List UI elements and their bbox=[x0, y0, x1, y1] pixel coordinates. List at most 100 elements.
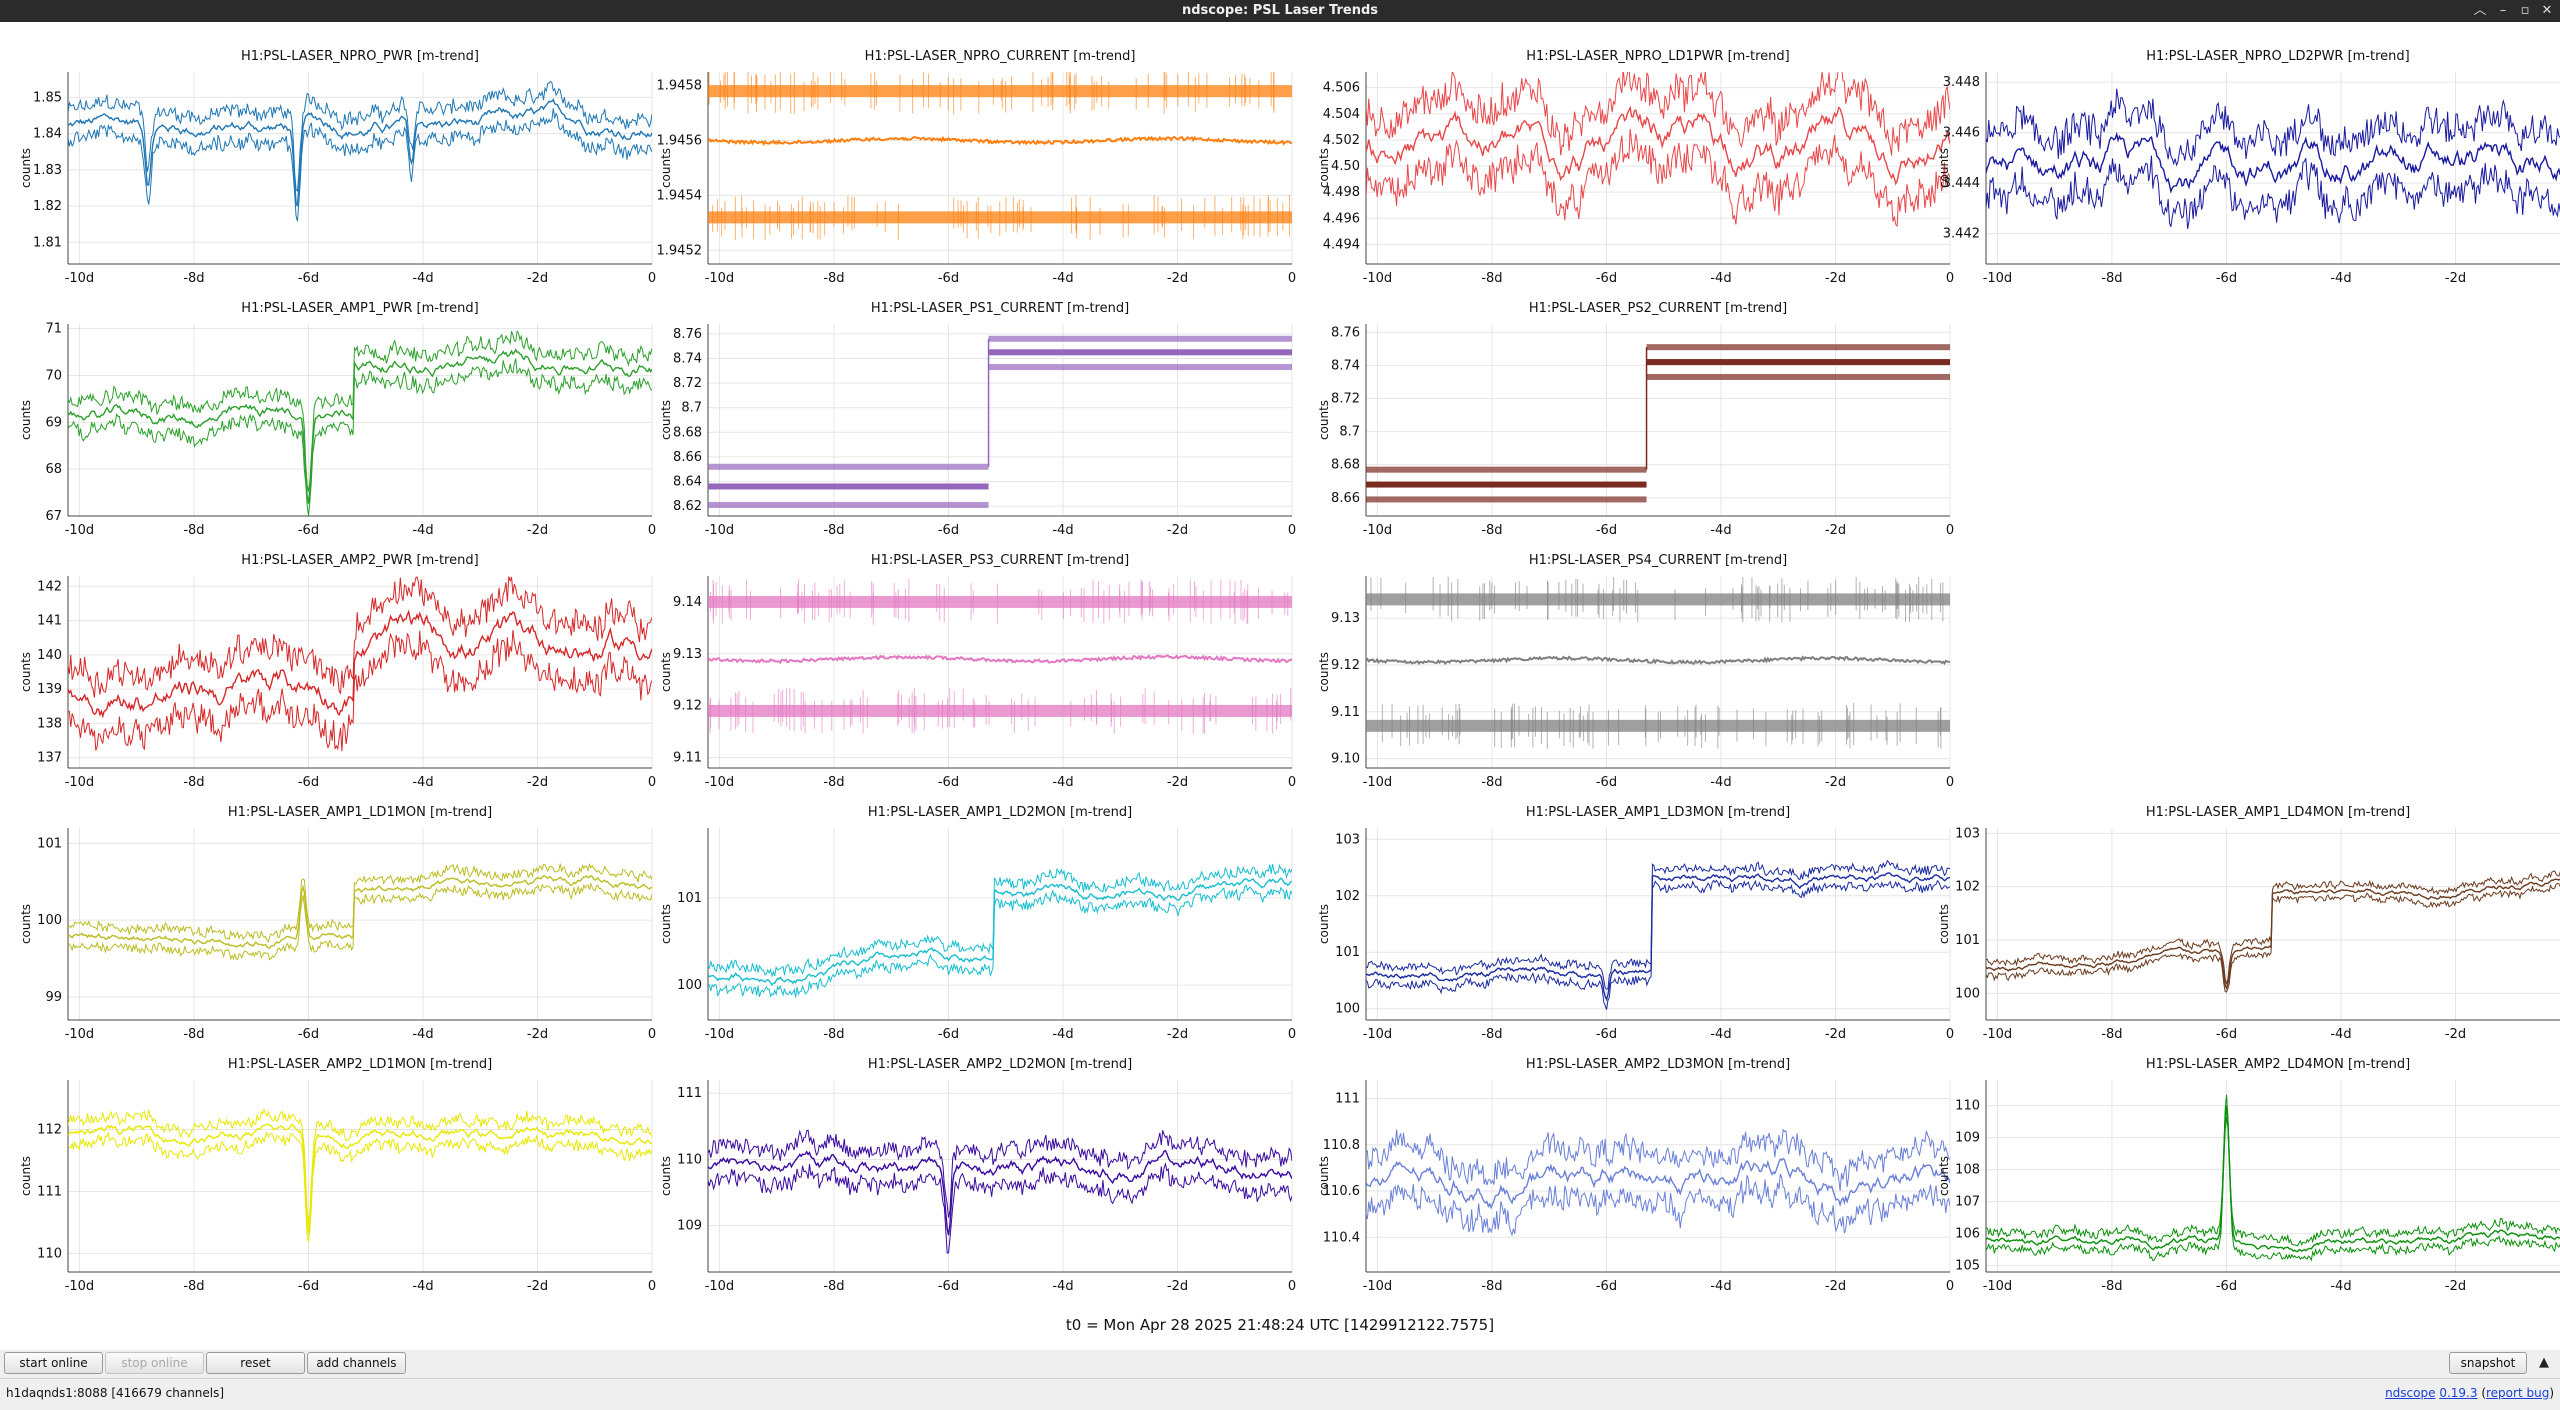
x-tick-label: -6d bbox=[938, 1027, 959, 1042]
y-tick-label: 112 bbox=[37, 1123, 62, 1138]
y-tick-label: 9.14 bbox=[673, 595, 702, 610]
plot-title: H1:PSL-LASER_NPRO_CURRENT [m-trend] bbox=[865, 49, 1136, 64]
y-tick-label: 3.446 bbox=[1943, 126, 1980, 141]
trend-plot-9[interactable]: H1:PSL-LASER_PS3_CURRENT [m-trend] -10d -8… bbox=[659, 553, 1296, 790]
plot-title: H1:PSL-LASER_AMP1_LD3MON [m-trend] bbox=[1526, 805, 1790, 820]
x-tick-label: -8d bbox=[823, 775, 844, 790]
plot-title: H1:PSL-LASER_PS3_CURRENT [m-trend] bbox=[871, 553, 1129, 568]
x-tick-label: -10d bbox=[1983, 271, 2013, 286]
x-tick-label: -2d bbox=[2445, 1027, 2466, 1042]
trend-plot-10[interactable]: H1:PSL-LASER_PS4_CURRENT [m-trend] -10d -8… bbox=[1317, 553, 1954, 790]
series-min bbox=[1366, 879, 1950, 1010]
y-axis-label: counts bbox=[19, 1156, 33, 1196]
y-tick-label: 8.7 bbox=[681, 401, 702, 416]
trend-plot-4[interactable]: H1:PSL-LASER_AMP1_PWR [m-trend] -10d -8d -6… bbox=[19, 301, 656, 538]
x-tick-label: -6d bbox=[938, 523, 959, 538]
reset-button[interactable]: reset bbox=[206, 1352, 305, 1374]
series-max bbox=[1986, 870, 2560, 985]
trend-plot-14[interactable]: H1:PSL-LASER_AMP1_LD3MON [m-trend] -10d -8… bbox=[1317, 805, 1954, 1042]
x-tick-label: 0 bbox=[648, 523, 656, 538]
series-min bbox=[68, 1130, 652, 1243]
trend-plots[interactable]: H1:PSL-LASER_NPRO_PWR [m-trend] -10d -8d -6… bbox=[0, 22, 2560, 1350]
plot-grid[interactable]: H1:PSL-LASER_NPRO_PWR [m-trend] -10d -8d -6… bbox=[0, 22, 2560, 1350]
x-tick-label: -6d bbox=[298, 271, 319, 286]
x-tick-label: -8d bbox=[1481, 1279, 1502, 1294]
y-tick-label: 100 bbox=[1335, 1002, 1360, 1017]
y-tick-label: 1.9454 bbox=[657, 188, 703, 203]
series-max bbox=[708, 1129, 1292, 1218]
window-shade-icon[interactable]: ︿ bbox=[2473, 3, 2487, 18]
trend-series bbox=[708, 863, 1292, 998]
x-tick-label: -6d bbox=[1596, 1027, 1617, 1042]
trend-plot-2[interactable]: H1:PSL-LASER_NPRO_LD1PWR [m-trend] -10d -8… bbox=[1317, 49, 1954, 286]
y-tick-label: 4.504 bbox=[1323, 107, 1360, 122]
version-info: ndscope 0.19.3 (report bug) bbox=[2385, 1386, 2554, 1400]
y-tick-label: 1.85 bbox=[33, 90, 62, 105]
stop-online-button[interactable]: stop online bbox=[105, 1352, 204, 1374]
x-tick-label: -10d bbox=[705, 523, 735, 538]
y-tick-label: 101 bbox=[37, 836, 62, 851]
close-icon[interactable]: ✕ bbox=[2541, 3, 2553, 18]
trend-plot-0[interactable]: H1:PSL-LASER_NPRO_PWR [m-trend] -10d -8d -6… bbox=[19, 49, 656, 286]
add-channels-button[interactable]: add channels bbox=[307, 1352, 406, 1374]
trend-series bbox=[1986, 88, 2560, 229]
y-tick-label: 1.9458 bbox=[657, 79, 703, 94]
y-tick-label: 8.76 bbox=[673, 327, 702, 342]
trend-series bbox=[708, 72, 1292, 241]
y-axis-label: counts bbox=[19, 148, 33, 188]
x-tick-label: -4d bbox=[412, 1027, 433, 1042]
trend-plot-3[interactable]: H1:PSL-LASER_NPRO_LD2PWR [m-trend] -10d -8… bbox=[1937, 49, 2560, 286]
y-tick-label: 8.74 bbox=[1331, 358, 1360, 373]
trend-plot-1[interactable]: H1:PSL-LASER_NPRO_CURRENT [m-trend] -10d -… bbox=[657, 49, 1297, 286]
start-online-button[interactable]: start online bbox=[4, 1352, 103, 1374]
y-tick-label: 107 bbox=[1955, 1195, 1980, 1210]
y-tick-label: 71 bbox=[45, 322, 62, 337]
snapshot-button[interactable]: snapshot bbox=[2449, 1352, 2527, 1374]
series-band bbox=[708, 85, 1292, 98]
y-tick-label: 8.64 bbox=[673, 475, 702, 490]
trend-plot-12[interactable]: H1:PSL-LASER_AMP1_LD1MON [m-trend] -10d -8… bbox=[19, 805, 656, 1042]
y-tick-label: 110.4 bbox=[1323, 1230, 1360, 1245]
series-min bbox=[1986, 155, 2560, 229]
x-tick-label: -4d bbox=[1052, 1027, 1073, 1042]
y-tick-label: 69 bbox=[45, 415, 62, 430]
series-max bbox=[68, 862, 652, 943]
trend-series bbox=[1986, 870, 2560, 993]
y-tick-label: 137 bbox=[37, 751, 62, 766]
trend-plot-13[interactable]: H1:PSL-LASER_AMP1_LD2MON [m-trend] -10d -8… bbox=[659, 805, 1296, 1042]
x-tick-label: -4d bbox=[2330, 1027, 2351, 1042]
y-tick-label: 1.9456 bbox=[657, 134, 703, 149]
y-tick-label: 4.506 bbox=[1323, 81, 1360, 96]
x-tick-label: -8d bbox=[183, 775, 204, 790]
minimize-icon[interactable]: – bbox=[2499, 3, 2507, 18]
version-link[interactable]: 0.19.3 bbox=[2439, 1386, 2478, 1400]
x-tick-label: -8d bbox=[823, 523, 844, 538]
trend-plot-16[interactable]: H1:PSL-LASER_AMP2_LD1MON [m-trend] -10d -8… bbox=[19, 1057, 656, 1294]
y-axis-label: counts bbox=[19, 652, 33, 692]
x-tick-label: -2d bbox=[1825, 523, 1846, 538]
trend-plot-17[interactable]: H1:PSL-LASER_AMP2_LD2MON [m-trend] -10d -8… bbox=[659, 1057, 1296, 1294]
series-min bbox=[68, 629, 652, 752]
ndscope-link[interactable]: ndscope bbox=[2385, 1386, 2436, 1400]
trend-plot-5[interactable]: H1:PSL-LASER_PS1_CURRENT [m-trend] -10d -8… bbox=[659, 301, 1296, 538]
y-tick-label: 138 bbox=[37, 716, 62, 731]
trend-plot-8[interactable]: H1:PSL-LASER_AMP2_PWR [m-trend] -10d -8d -6… bbox=[19, 553, 656, 790]
collapse-icon[interactable]: ▲ bbox=[2539, 1355, 2549, 1370]
y-tick-label: 110.8 bbox=[1323, 1138, 1360, 1153]
maximize-icon[interactable]: ▫ bbox=[2520, 3, 2530, 18]
x-tick-label: -2d bbox=[1825, 271, 1846, 286]
trend-series bbox=[1366, 72, 1950, 228]
y-tick-label: 8.68 bbox=[673, 425, 702, 440]
trend-series bbox=[68, 1108, 652, 1243]
trend-plot-15[interactable]: H1:PSL-LASER_AMP1_LD4MON [m-trend] -10d -8… bbox=[1937, 805, 2560, 1042]
y-tick-label: 111 bbox=[677, 1086, 702, 1101]
y-tick-label: 101 bbox=[1955, 933, 1980, 948]
server-status: h1daqnds1:8088 [416679 channels] bbox=[6, 1386, 225, 1400]
x-tick-label: -2d bbox=[2445, 271, 2466, 286]
trend-plot-19[interactable]: H1:PSL-LASER_AMP2_LD4MON [m-trend] -10d -8… bbox=[1937, 1057, 2560, 1294]
trend-plot-6[interactable]: H1:PSL-LASER_PS2_CURRENT [m-trend] -10d -8… bbox=[1317, 301, 1954, 538]
x-tick-label: -2d bbox=[1167, 271, 1188, 286]
report-bug-link[interactable]: report bug bbox=[2486, 1386, 2550, 1400]
trend-plot-18[interactable]: H1:PSL-LASER_AMP2_LD3MON [m-trend] -10d -8… bbox=[1317, 1057, 1954, 1294]
y-axis-label: counts bbox=[1937, 148, 1951, 188]
